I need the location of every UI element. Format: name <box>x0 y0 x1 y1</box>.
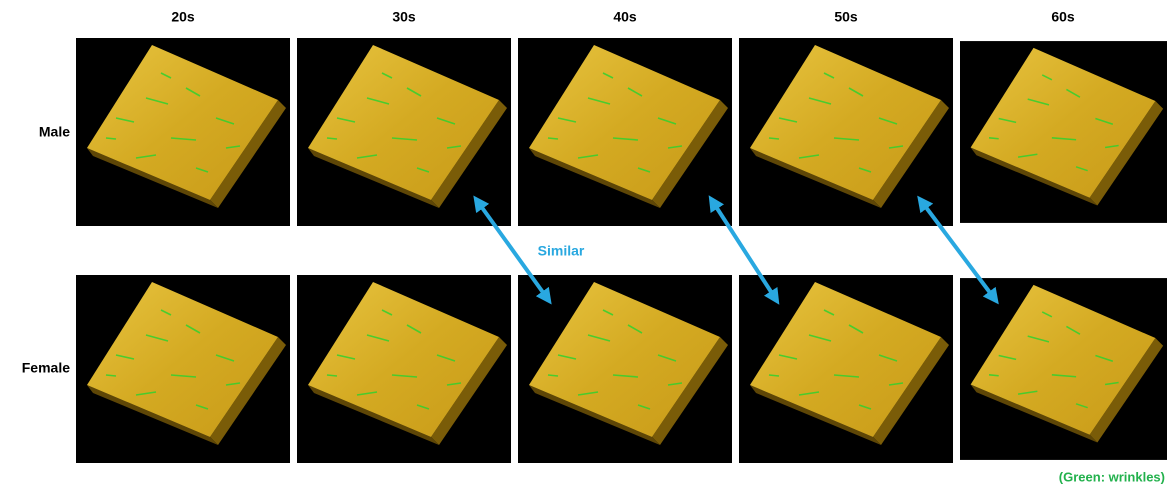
row-label: Male <box>39 124 70 140</box>
female-panels <box>76 275 1167 463</box>
skin-image <box>739 275 953 463</box>
skin-image <box>297 38 511 226</box>
column-header: 40s <box>613 9 637 25</box>
skin-image <box>960 41 1167 223</box>
skin-image <box>960 278 1167 460</box>
column-header: 20s <box>171 9 195 25</box>
skin-image <box>739 38 953 226</box>
male-panels <box>76 38 1167 226</box>
skin-image <box>76 38 290 226</box>
column-header: 60s <box>1051 9 1075 25</box>
annotation: Similar <box>538 243 585 259</box>
skin-image <box>76 275 290 463</box>
skin-image <box>297 275 511 463</box>
row-label: Female <box>22 360 70 376</box>
skin-image <box>518 38 732 226</box>
legend-note: (Green: wrinkles) <box>1059 469 1165 484</box>
figure: 20s 30s 40s 50s 60s Male Female Similar … <box>0 0 1169 486</box>
column-header: 30s <box>392 9 416 25</box>
column-header: 50s <box>834 9 858 25</box>
skin-image <box>518 275 732 463</box>
